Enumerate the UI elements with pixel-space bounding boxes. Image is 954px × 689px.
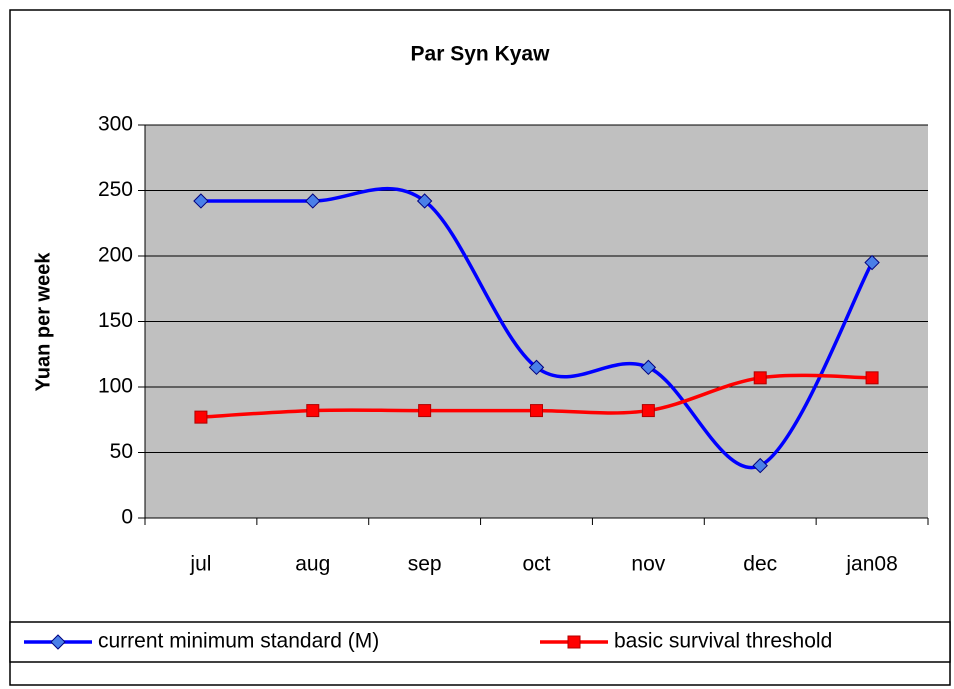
data-point bbox=[416, 193, 433, 209]
x-tick-label: aug bbox=[295, 553, 330, 576]
series-line bbox=[200, 186, 874, 470]
x-tick-label: jan08 bbox=[845, 553, 897, 576]
legend-label: current minimum standard (M) bbox=[98, 630, 379, 653]
y-tick-label: 0 bbox=[121, 506, 133, 529]
data-point bbox=[641, 404, 655, 418]
data-point bbox=[530, 404, 543, 418]
y-tick-label: 250 bbox=[98, 178, 133, 201]
x-tick-label: oct bbox=[522, 553, 550, 576]
data-point bbox=[528, 359, 545, 376]
data-point bbox=[305, 193, 321, 209]
y-tick-label: 200 bbox=[98, 244, 133, 267]
x-tick-label: jul bbox=[189, 553, 211, 576]
data-point bbox=[418, 404, 432, 418]
data-point bbox=[640, 359, 657, 376]
data-point bbox=[864, 254, 880, 271]
x-tick-label: nov bbox=[631, 553, 665, 576]
chart-title: Par Syn Kyaw bbox=[411, 43, 551, 66]
y-tick-label: 100 bbox=[98, 375, 133, 398]
legend-marker bbox=[567, 635, 581, 649]
y-tick-label: 300 bbox=[98, 113, 133, 136]
y-tick-label: 50 bbox=[110, 440, 133, 463]
data-point bbox=[193, 193, 209, 209]
data-point bbox=[752, 457, 768, 474]
legend-box bbox=[9, 621, 951, 663]
legend-marker bbox=[50, 634, 66, 650]
x-tick-label: dec bbox=[743, 553, 777, 576]
data-point bbox=[753, 371, 767, 385]
x-tick-label: sep bbox=[408, 553, 442, 576]
y-axis-label: Yuan per week bbox=[32, 252, 54, 392]
data-point bbox=[194, 410, 208, 424]
legend-label: basic survival threshold bbox=[614, 630, 832, 653]
data-point bbox=[865, 371, 879, 385]
data-point bbox=[306, 404, 320, 418]
y-tick-label: 150 bbox=[98, 309, 133, 332]
